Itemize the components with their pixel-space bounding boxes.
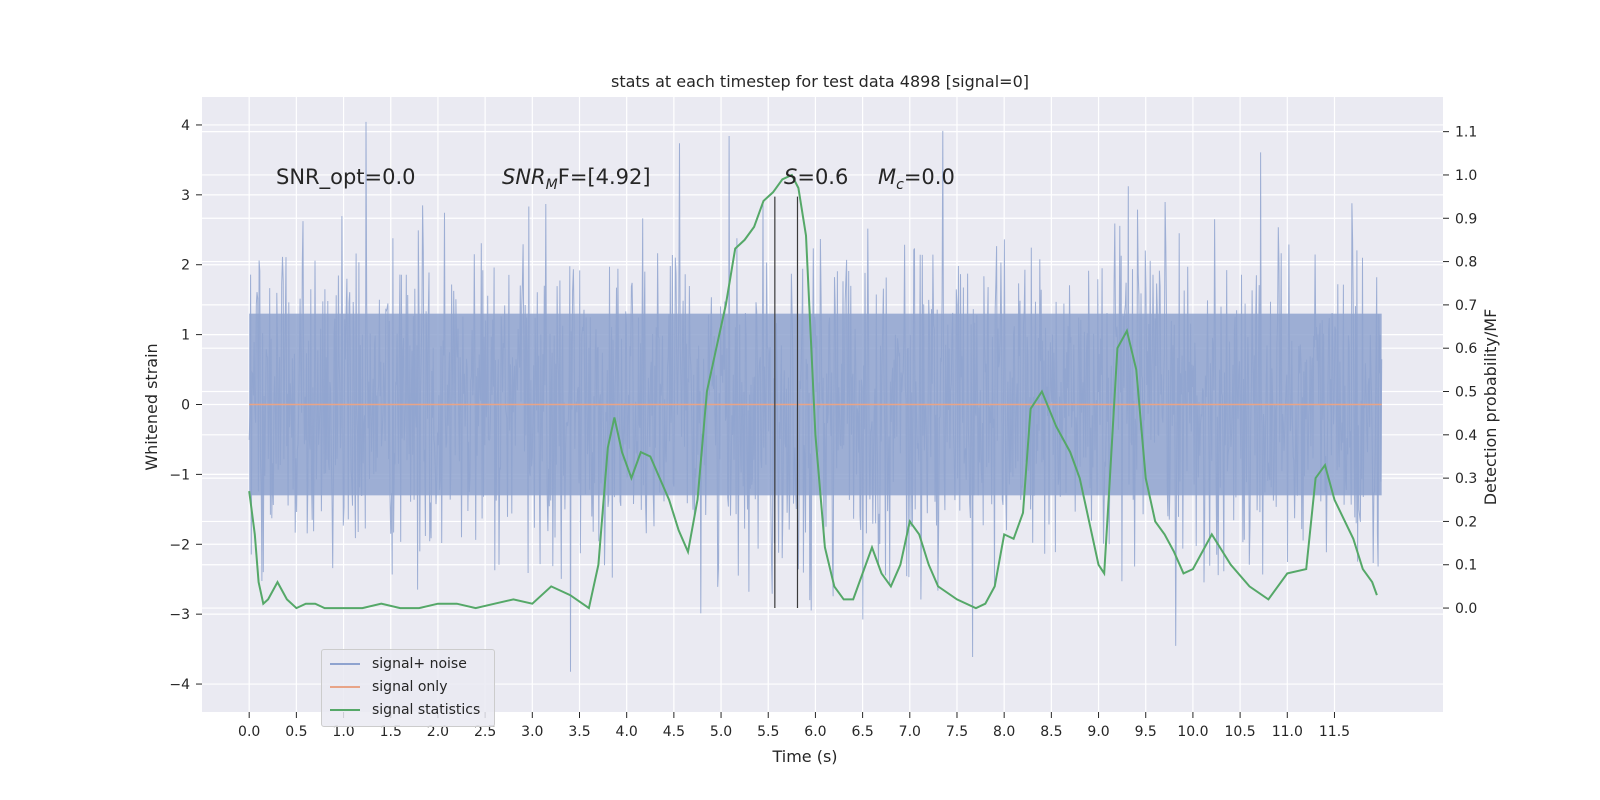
- lines: [248, 173, 1382, 610]
- x-tick-label: 3.5: [568, 724, 590, 740]
- signal-statistics-line: [248, 173, 1378, 610]
- legend-swatch-signal-statistics: [330, 709, 360, 711]
- y-tick-label: −3: [169, 607, 190, 623]
- x-tick-label: 0.5: [285, 724, 307, 740]
- y2-tick-label: 1.0: [1455, 168, 1477, 184]
- y2-tick-label: 0.3: [1455, 471, 1477, 487]
- x-tick-label: 2.0: [427, 724, 449, 740]
- y-tick-label: 1: [181, 328, 190, 344]
- x-tick-label: 2.5: [474, 724, 496, 740]
- y-tick-label: −4: [169, 677, 190, 693]
- x-axis-label: Time (s): [771, 747, 837, 766]
- snr-mf-tail: F=[4.92]: [558, 165, 651, 189]
- y2-tick-label: 0.7: [1455, 298, 1477, 314]
- y2-tick-label: 0.9: [1455, 211, 1477, 227]
- x-tick-label: 0.0: [238, 724, 260, 740]
- legend-label-signal-noise: signal+ noise: [372, 656, 467, 672]
- x-tick-label: 1.5: [380, 724, 402, 740]
- x-tick-label: 4.5: [663, 724, 685, 740]
- y2-tick-label: 0.6: [1455, 341, 1477, 357]
- x-tick-label: 9.0: [1087, 724, 1109, 740]
- axes: 0.0 0.5 1.0 1.5 2.0 2.5 3.0 3.5 4.0 4.5 5.0 5.5 6.0 6…: [169, 118, 1477, 740]
- y-tick-label: 4: [181, 118, 190, 134]
- mc-sub: c: [896, 177, 904, 193]
- chart-title: stats at each timestep for test data 489…: [611, 72, 1029, 91]
- annotation-snr-opt: SNR_opt=0.0: [276, 165, 416, 190]
- legend-label-signal-only: signal only: [372, 679, 448, 695]
- x-tick-label: 1.0: [332, 724, 354, 740]
- snr-mf-main: SNR: [502, 165, 546, 189]
- legend-item-signal-only: signal only: [330, 677, 447, 697]
- x-tick-label: 5.5: [757, 724, 779, 740]
- y2-axis-label: Detection probability/MF: [1481, 309, 1500, 506]
- annotation-s: S=0.6: [784, 165, 848, 189]
- y2-tick-label: 0.8: [1455, 255, 1477, 271]
- x-tick-label: 10.0: [1177, 724, 1208, 740]
- y2-tick-label: 0.2: [1455, 514, 1477, 530]
- s-main: S: [784, 165, 797, 189]
- x-tick-label: 4.0: [616, 724, 638, 740]
- y2-tick-label: 0.4: [1455, 428, 1477, 444]
- y2-tick-label: 1.1: [1455, 125, 1477, 141]
- legend-swatch-signal-only: [330, 686, 360, 688]
- y2-tick-label: 0.1: [1455, 558, 1477, 574]
- y-tick-label: −1: [169, 467, 190, 483]
- legend: signal+ noise signal only signal statist…: [321, 649, 495, 727]
- x-tick-label: 6.0: [804, 724, 826, 740]
- legend-label-signal-statistics: signal statistics: [372, 702, 481, 718]
- x-tick-label: 7.5: [946, 724, 968, 740]
- y-tick-label: 0: [181, 398, 190, 414]
- y-axis-label: Whitened strain: [142, 343, 161, 470]
- x-tick-label: 7.0: [899, 724, 921, 740]
- y-tick-label: 2: [181, 258, 190, 274]
- legend-item-signal-statistics: signal statistics: [330, 700, 480, 720]
- y-tick-label: 3: [181, 188, 190, 204]
- x-tick-label: 3.0: [521, 724, 543, 740]
- legend-swatch-signal-noise: [330, 663, 360, 665]
- snr-mf-sub: M: [546, 177, 558, 193]
- y2-tick-label: 0.5: [1455, 385, 1477, 401]
- mc-tail: =0.0: [904, 165, 955, 189]
- noise-series-line: [248, 121, 1383, 672]
- annotation-snr-mf: SNRMF=[4.92]: [502, 165, 651, 193]
- x-tick-label: 5.0: [710, 724, 732, 740]
- annotation-mc: Mc=0.0: [878, 165, 955, 193]
- x-tick-label: 9.5: [1135, 724, 1157, 740]
- x-tick-label: 6.5: [851, 724, 873, 740]
- legend-item-signal-noise: signal+ noise: [330, 654, 467, 674]
- x-tick-label: 8.0: [993, 724, 1015, 740]
- y-tick-label: −2: [169, 537, 190, 553]
- mc-main: M: [878, 165, 896, 189]
- y2-tick-label: 0.0: [1455, 601, 1477, 617]
- s-tail: =0.6: [797, 165, 848, 189]
- x-tick-label: 8.5: [1040, 724, 1062, 740]
- x-tick-label: 10.5: [1225, 724, 1256, 740]
- x-tick-label: 11.0: [1272, 724, 1303, 740]
- x-tick-label: 11.5: [1319, 724, 1350, 740]
